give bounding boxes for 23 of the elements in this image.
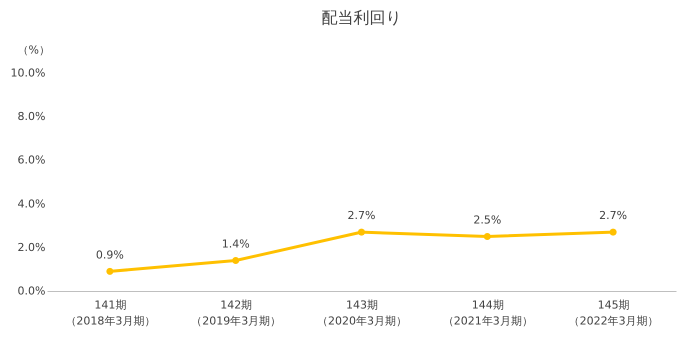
x-tick-label: 141期（2018年3月期） (65, 298, 156, 328)
y-tick-label: 8.0% (18, 110, 46, 124)
y-tick-label: 6.0% (18, 154, 46, 167)
data-label: 2.7% (348, 209, 376, 222)
x-tick-label: 144期（2021年3月期） (442, 298, 533, 328)
data-label: 0.9% (96, 248, 124, 262)
data-label: 2.5% (473, 214, 502, 226)
y-tick-label: 4.0% (18, 197, 46, 210)
x-tick-label: 143期（2020年3月期） (317, 298, 407, 328)
y-tick-label: 0.0% (18, 284, 46, 298)
data-label: 1.4% (222, 237, 250, 250)
y-axis-title: （%） (18, 44, 50, 56)
data-label: 2.7% (599, 209, 628, 222)
y-tick-label: 2.0% (18, 240, 46, 254)
point (106, 268, 114, 275)
chart-title: 配当利回り (322, 8, 402, 27)
point (358, 228, 366, 236)
point (610, 228, 617, 236)
x-tick-label: 142期（2019年3月期） (191, 298, 282, 328)
point (484, 232, 491, 240)
y-tick-label: 10.0% (10, 66, 46, 80)
x-tick-label: 145期（2022年3月期） (568, 298, 659, 328)
point (232, 256, 240, 264)
